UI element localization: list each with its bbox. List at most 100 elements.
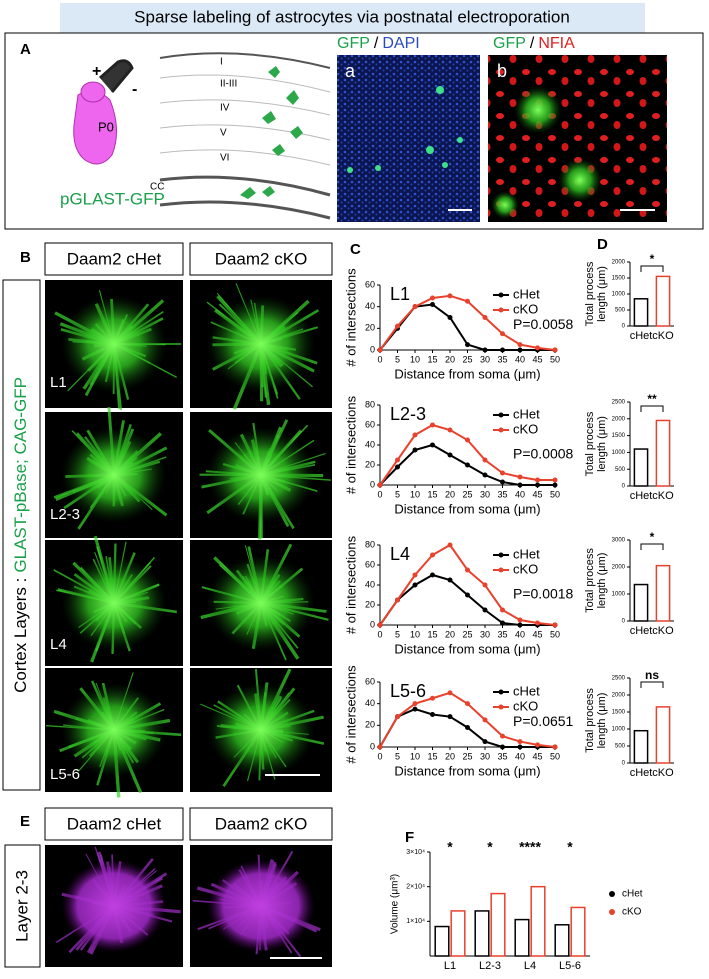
bar <box>474 910 490 957</box>
legend-marker <box>498 689 504 695</box>
legend-marker <box>498 552 504 558</box>
x-tick-label: 40 <box>515 489 525 499</box>
x-tick-label: 50 <box>550 629 560 639</box>
data-point <box>552 482 558 488</box>
column-header-box <box>189 807 333 841</box>
layer-label: VI <box>220 153 229 164</box>
cell-body <box>207 555 315 651</box>
y-tick-label: 3×10⁴ <box>406 849 425 856</box>
bar <box>633 298 649 327</box>
construct-label: pGLAST-GFP <box>60 189 165 208</box>
cell-body <box>61 555 167 651</box>
x-tick-label: cHet <box>630 625 653 637</box>
x-tick-label: 20 <box>445 751 455 761</box>
data-point <box>412 572 418 578</box>
x-tick-label: 5 <box>395 629 400 639</box>
data-point <box>430 302 435 307</box>
data-point <box>482 717 488 723</box>
data-point <box>377 744 383 750</box>
data-point <box>500 331 505 337</box>
column-header-box <box>189 242 333 276</box>
data-point <box>412 304 418 310</box>
x-tick-label: 30 <box>480 489 490 499</box>
data-point <box>500 470 505 476</box>
data-point <box>412 701 418 707</box>
data-point <box>465 592 470 598</box>
panel-label: D <box>597 236 608 253</box>
x-tick-label: cKO <box>652 625 674 637</box>
bar <box>655 564 671 622</box>
x-tick-label: 30 <box>480 354 490 364</box>
x-tick-label: 10 <box>410 629 420 639</box>
x-tick-label: L5-6 <box>559 960 581 972</box>
data-point <box>465 298 470 304</box>
significance-bracket <box>640 681 664 688</box>
legend-label: cKO <box>622 907 642 918</box>
y-tick-label: 80 <box>365 399 375 409</box>
x-tick-label: 20 <box>445 629 455 639</box>
bar <box>655 275 671 327</box>
cell-body <box>207 427 315 523</box>
annotation: P=0.0008 <box>513 445 574 461</box>
y-tick-label: 0 <box>370 344 375 354</box>
legend-marker <box>498 567 504 573</box>
column-header: Daam2 cKO <box>215 249 308 268</box>
bar <box>490 892 506 957</box>
y-tick-label: 1500 <box>612 710 626 716</box>
legend-marker <box>498 412 504 418</box>
cc-label: CC <box>150 182 164 193</box>
y-tick-label: 1500 <box>612 276 626 282</box>
x-axis-label: Distance from soma (μm) <box>394 501 540 516</box>
image-label: a <box>345 61 356 81</box>
y-tick-label: 40 <box>365 698 375 708</box>
x-tick-label: 15 <box>427 629 437 639</box>
stain-label: GFP / NFIA <box>493 35 575 52</box>
annotation: P=0.0651 <box>513 713 574 729</box>
significance: * <box>567 839 573 855</box>
x-tick-label: 20 <box>445 354 455 364</box>
y-tick-label: 60 <box>365 279 375 289</box>
side-label-box <box>4 844 41 968</box>
y-tick-label: 20 <box>365 323 375 333</box>
y-tick-label: 1000 <box>612 450 626 456</box>
x-axis-label: Distance from soma (μm) <box>394 763 540 778</box>
data-point <box>412 432 418 438</box>
data-point <box>465 437 470 443</box>
row-label: L5-6 <box>50 766 80 783</box>
data-point <box>430 552 435 558</box>
data-point <box>430 695 435 701</box>
y-tick-label: 80 <box>365 539 375 549</box>
panel-label: C <box>350 241 361 258</box>
x-tick-label: 0 <box>377 751 382 761</box>
cell-body <box>61 682 167 778</box>
legend-label: cKO <box>513 698 538 713</box>
figure-title: Sparse labeling of astrocytes via postna… <box>134 7 570 26</box>
y-axis-label: # of intersections <box>343 665 358 764</box>
x-tick-label: cHet <box>630 767 653 779</box>
x-axis-label: Distance from soma (μm) <box>394 366 540 381</box>
y-axis-label: Total process <box>584 411 596 476</box>
data-point <box>430 572 435 578</box>
x-axis-label: Distance from soma (μm) <box>394 641 540 656</box>
y-tick-label: 2×10⁴ <box>406 884 425 891</box>
x-tick-label: 25 <box>462 751 472 761</box>
data-point <box>482 607 488 613</box>
x-tick-label: 50 <box>550 354 560 364</box>
legend-label: cHet <box>513 406 540 421</box>
x-tick-label: 15 <box>427 354 437 364</box>
micrograph-grid <box>45 280 332 798</box>
legend-marker <box>609 909 615 915</box>
legend-marker <box>609 891 615 897</box>
layer-label: V <box>220 128 227 139</box>
data-point <box>447 427 453 433</box>
x-tick-label: 0 <box>377 489 382 499</box>
data-point <box>465 725 470 730</box>
x-tick-label: cHet <box>630 490 653 502</box>
y-axis-label: # of intersections <box>343 535 358 634</box>
bar <box>655 706 671 764</box>
y-tick-label: 60 <box>365 419 375 429</box>
y-tick-label: 2000 <box>612 565 626 571</box>
x-tick-label: 50 <box>550 489 560 499</box>
y-tick-label: 1500 <box>612 433 626 439</box>
